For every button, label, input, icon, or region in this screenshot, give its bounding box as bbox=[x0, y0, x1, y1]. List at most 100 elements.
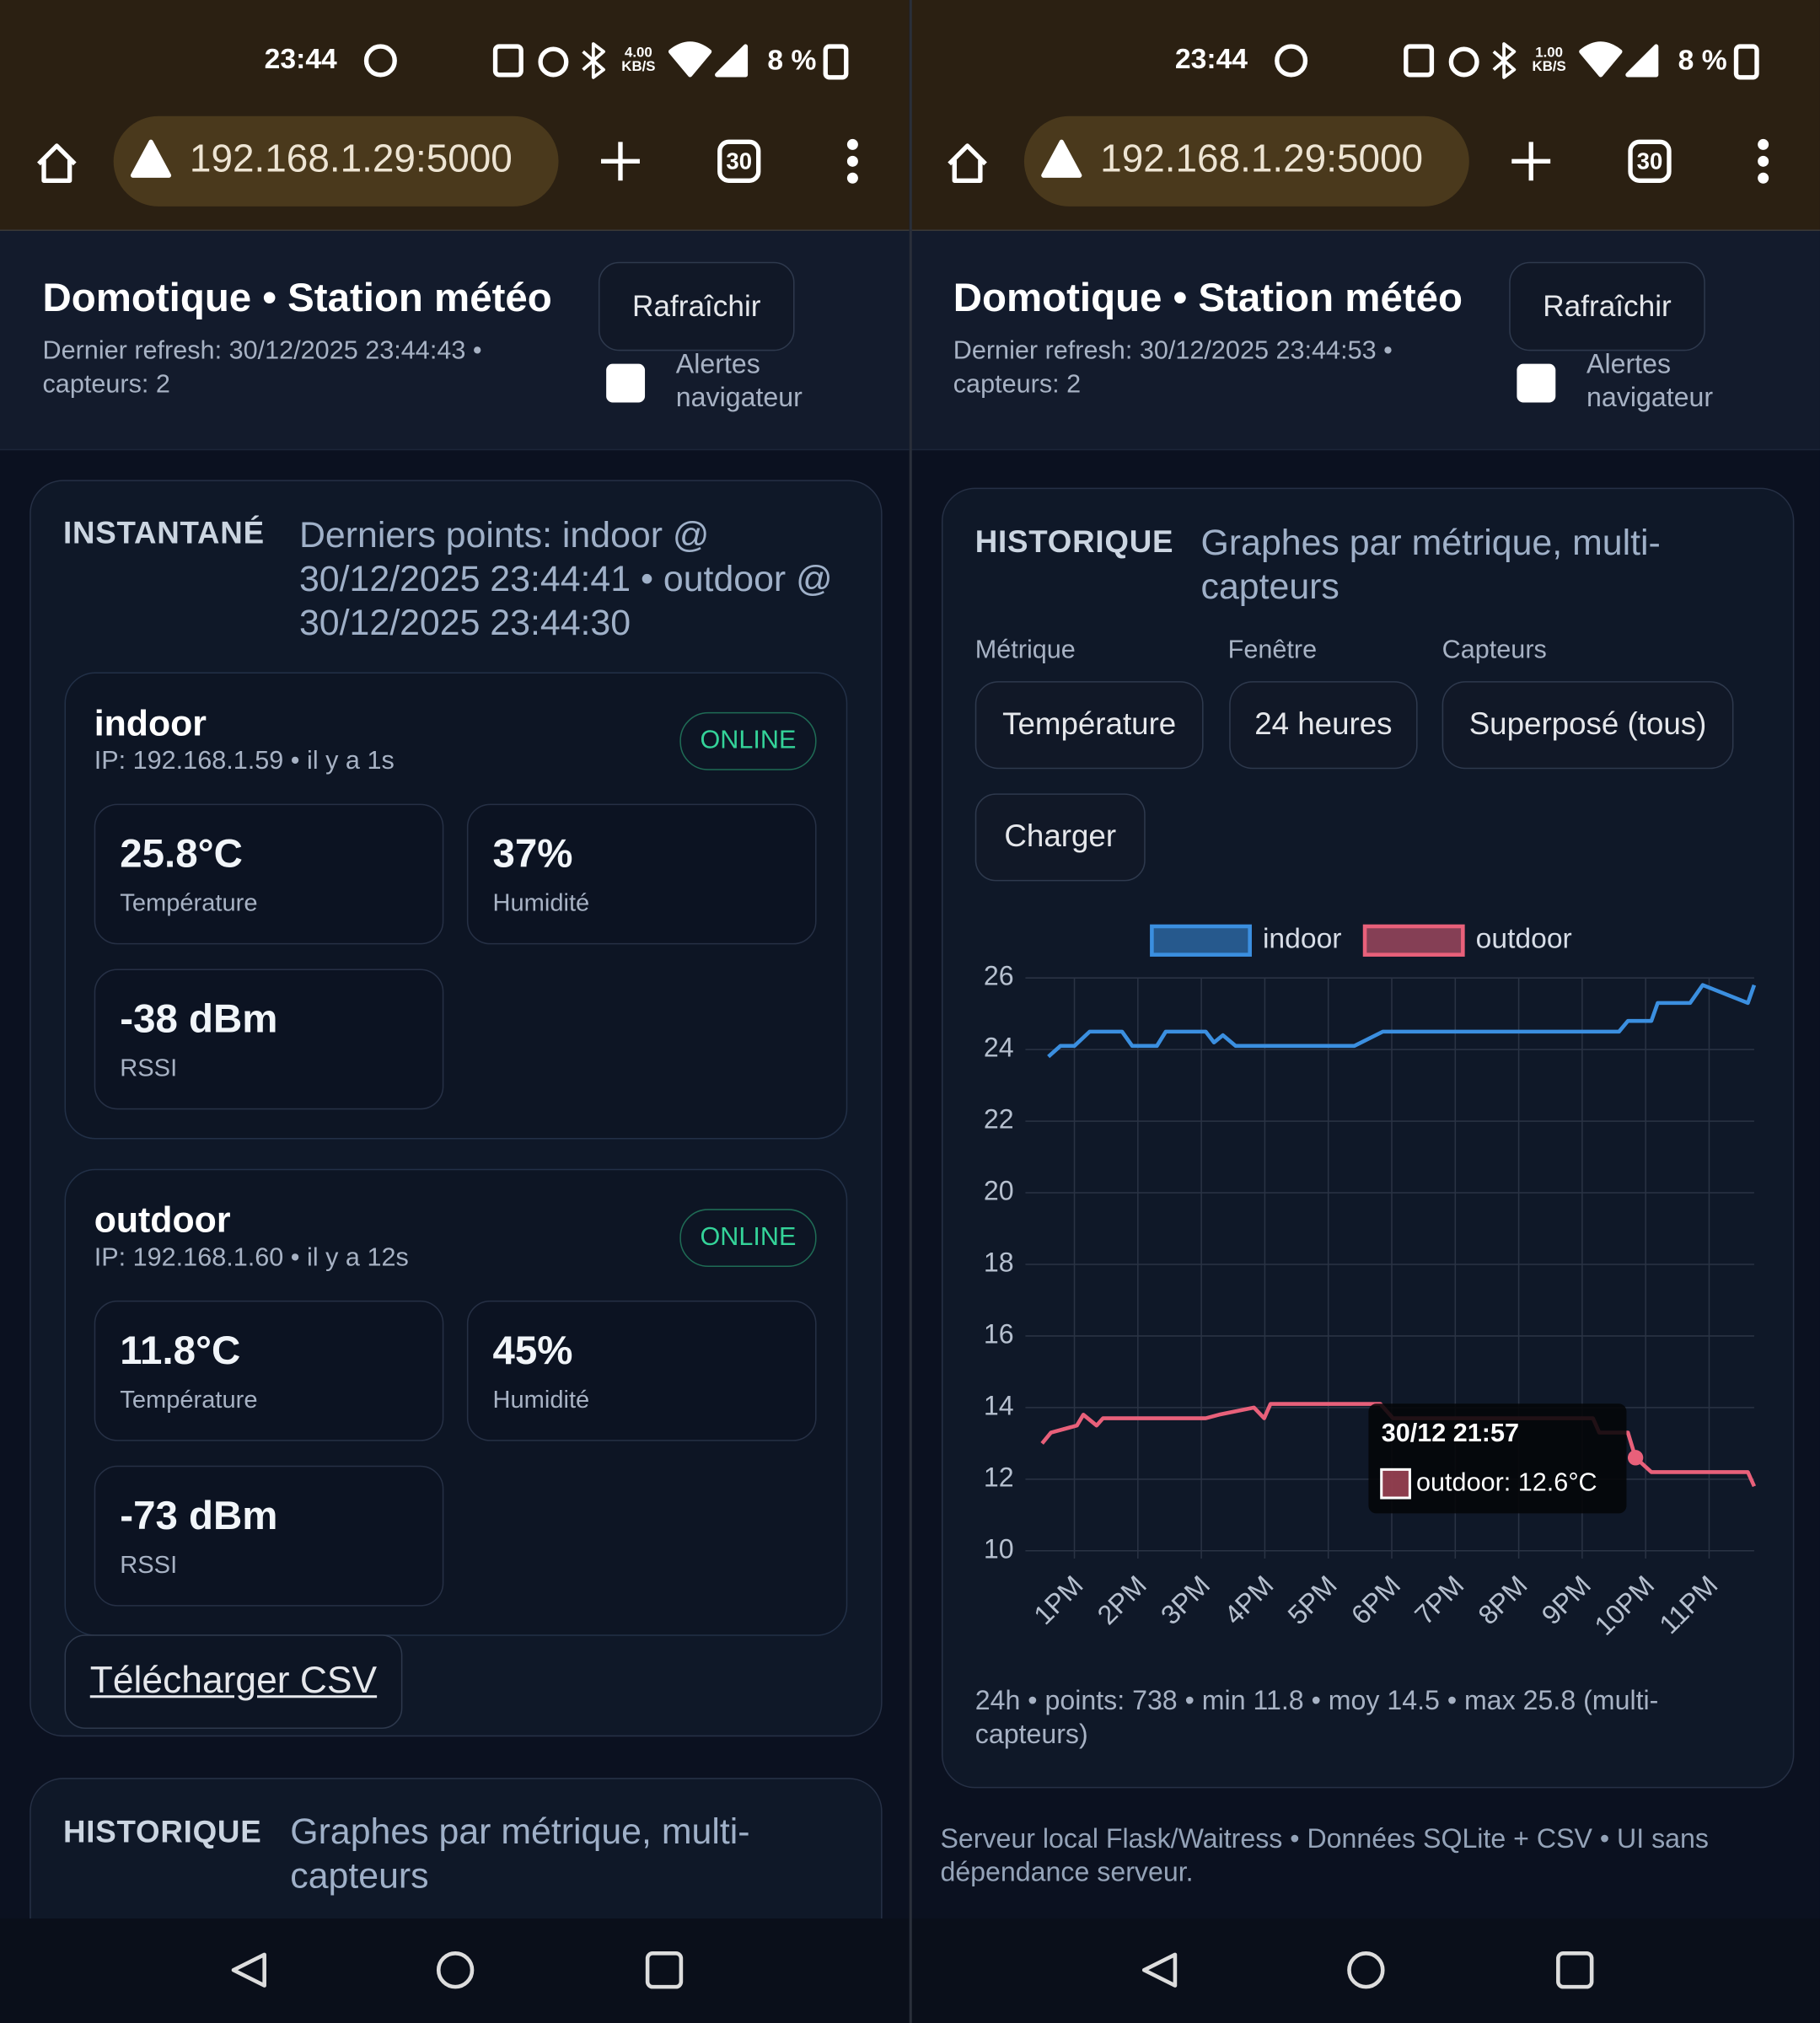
x-tick-label: 1PM bbox=[1028, 1570, 1088, 1630]
page-title: Domotique • Station météo bbox=[42, 275, 552, 320]
menu-icon[interactable] bbox=[846, 155, 858, 167]
hover-point bbox=[1627, 1450, 1644, 1466]
clock: 23:44 bbox=[264, 42, 337, 75]
clock: 23:44 bbox=[1174, 42, 1248, 75]
nav-bar bbox=[910, 1918, 1820, 2023]
net-speed-value: 4.00 bbox=[624, 45, 652, 61]
y-tick-label: 10 bbox=[984, 1533, 1014, 1564]
select[interactable]: Température bbox=[974, 681, 1204, 770]
control-label: Capteurs bbox=[1442, 636, 1547, 665]
recents-button[interactable] bbox=[645, 1951, 684, 1989]
phone-screen: 23:44 1.00 KB/S 8 % 192.168.1.29:5000 30 … bbox=[910, 0, 1820, 2023]
menu-icon[interactable] bbox=[1758, 138, 1769, 150]
menu-icon[interactable] bbox=[1758, 172, 1769, 184]
battery-level: 8 % bbox=[767, 44, 817, 77]
x-tick-label: 4PM bbox=[1218, 1570, 1279, 1630]
tab-count[interactable]: 30 bbox=[1636, 148, 1663, 174]
y-tick-label: 14 bbox=[984, 1390, 1014, 1420]
url-bar[interactable] bbox=[1023, 115, 1469, 207]
tab-count[interactable]: 30 bbox=[726, 148, 753, 174]
refresh-button[interactable]: Rafraîchir bbox=[1509, 261, 1705, 351]
y-tick-label: 16 bbox=[984, 1318, 1014, 1349]
net-speed-unit: KB/S bbox=[1532, 59, 1566, 75]
metric-value: -38 dBm bbox=[120, 995, 278, 1042]
series-line bbox=[1047, 983, 1757, 1059]
load-button[interactable]: Charger bbox=[974, 793, 1146, 882]
signal-icon bbox=[715, 44, 749, 78]
metric-value: 11.8°C bbox=[120, 1327, 241, 1373]
tabs-icon[interactable] bbox=[1628, 139, 1672, 183]
signal-icon bbox=[1625, 44, 1659, 78]
menu-icon[interactable] bbox=[1758, 155, 1769, 167]
battery-icon bbox=[1733, 44, 1759, 80]
back-button[interactable] bbox=[231, 1952, 266, 1988]
recents-button[interactable] bbox=[1556, 1951, 1594, 1989]
legend-swatch bbox=[1362, 924, 1465, 957]
metric-tile: 25.8°C Température bbox=[94, 803, 444, 945]
metric-label: Humidité bbox=[492, 1387, 590, 1414]
menu-icon[interactable] bbox=[846, 138, 858, 150]
page-title: Domotique • Station météo bbox=[953, 275, 1463, 320]
new-tab-icon[interactable] bbox=[1511, 142, 1551, 181]
y-tick-label: 22 bbox=[984, 1104, 1014, 1135]
select[interactable]: 24 heures bbox=[1229, 681, 1418, 770]
refresh-button[interactable]: Rafraîchir bbox=[598, 261, 795, 351]
alarm-icon bbox=[538, 46, 569, 78]
home-button[interactable] bbox=[1347, 1951, 1385, 1989]
x-tick-label: 11PM bbox=[1653, 1570, 1723, 1639]
battery-level: 8 % bbox=[1678, 44, 1727, 77]
menu-icon[interactable] bbox=[846, 172, 858, 184]
x-tick-label: 7PM bbox=[1409, 1570, 1469, 1630]
metric-value: 25.8°C bbox=[120, 830, 243, 877]
nfc-icon bbox=[1404, 44, 1435, 78]
y-tick-label: 18 bbox=[984, 1247, 1014, 1277]
select[interactable]: Superposé (tous) bbox=[1442, 681, 1734, 770]
home-icon[interactable] bbox=[37, 143, 77, 183]
metric-label: Température bbox=[120, 890, 258, 918]
wifi-icon bbox=[668, 41, 712, 78]
legend-swatch bbox=[1150, 924, 1252, 957]
home-icon[interactable] bbox=[948, 143, 987, 183]
x-tick-label: 10PM bbox=[1588, 1570, 1660, 1641]
section-label: HISTORIQUE bbox=[62, 1815, 262, 1850]
x-tick-label: 3PM bbox=[1155, 1570, 1216, 1630]
section-label: HISTORIQUE bbox=[974, 524, 1174, 561]
csv-button[interactable]: Télécharger CSV bbox=[64, 1634, 403, 1730]
history-stats: 24h • points: 738 • min 11.8 • moy 14.5 … bbox=[974, 1686, 1659, 1750]
phone-screen: 23:44 4.00 KB/S 8 % 192.168.1.29:5000 30 … bbox=[0, 0, 910, 2023]
control-label: Métrique bbox=[974, 636, 1076, 665]
subtitle: Dernier refresh: 30/12/2025 23:44:43 • c… bbox=[42, 336, 482, 399]
pane-icons bbox=[37, 41, 858, 1989]
alerts-label[interactable]: Alertes navigateur bbox=[675, 349, 803, 413]
alerts-label[interactable]: Alertes navigateur bbox=[1586, 349, 1714, 413]
net-speed-value: 1.00 bbox=[1535, 45, 1564, 61]
checkbox[interactable] bbox=[1517, 363, 1556, 403]
bluetooth-icon bbox=[582, 42, 605, 79]
section-summary: Graphes par métrique, multi-capteurs bbox=[290, 1811, 750, 1896]
divider bbox=[909, 0, 912, 2023]
y-tick-label: 24 bbox=[984, 1033, 1014, 1063]
metric-label: Humidité bbox=[492, 890, 590, 918]
app-icon bbox=[1275, 44, 1308, 78]
metric-value: 45% bbox=[492, 1327, 573, 1373]
home-button[interactable] bbox=[436, 1951, 475, 1989]
new-tab-icon[interactable] bbox=[601, 142, 640, 181]
url[interactable]: 192.168.1.29:5000 bbox=[1100, 137, 1424, 181]
control-label: Fenêtre bbox=[1227, 636, 1318, 665]
sensor-meta: IP: 192.168.1.60 • il y a 12s bbox=[94, 1243, 409, 1273]
url[interactable]: 192.168.1.29:5000 bbox=[189, 137, 513, 181]
back-button[interactable] bbox=[1141, 1952, 1178, 1988]
subtitle: Dernier refresh: 30/12/2025 23:44:53 • c… bbox=[953, 336, 1393, 399]
tabs-icon[interactable] bbox=[717, 139, 761, 183]
tooltip-label: outdoor: 12.6°C bbox=[1416, 1468, 1597, 1496]
url-bar[interactable] bbox=[113, 115, 559, 207]
metric-tile: 11.8°C Température bbox=[94, 1300, 444, 1441]
checkbox[interactable] bbox=[606, 363, 646, 403]
x-tick-label: 8PM bbox=[1473, 1570, 1533, 1630]
net-speed: 4.00 KB/S bbox=[616, 46, 660, 75]
alarm-icon bbox=[1448, 46, 1479, 78]
